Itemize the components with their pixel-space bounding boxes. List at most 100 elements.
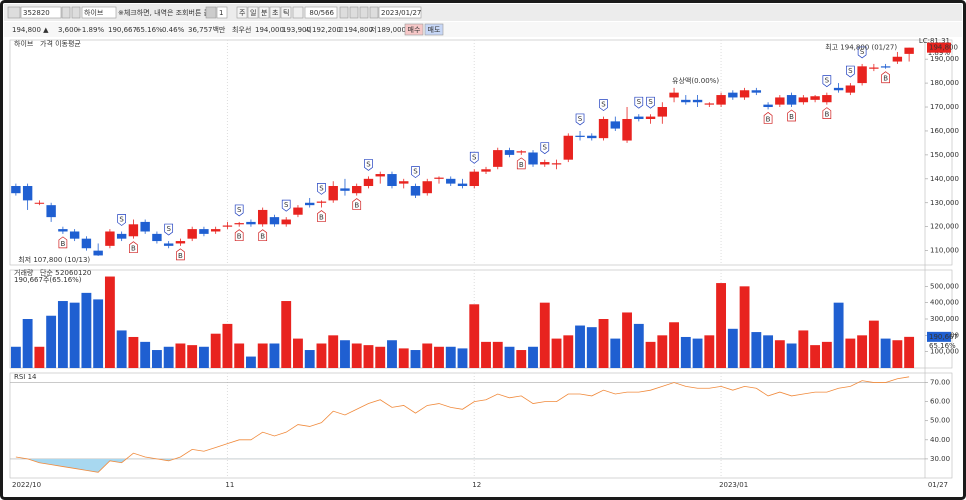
buy-signal-label: B (178, 252, 183, 260)
y-tick-label: 40.00 (930, 436, 950, 444)
candle-body (728, 92, 738, 98)
candle-body (739, 90, 750, 98)
buy-button[interactable] (404, 23, 424, 36)
candle-body (457, 183, 468, 187)
quote-rate: +1.89% (76, 26, 104, 34)
search-button[interactable] (61, 6, 71, 19)
sell-signal (364, 159, 373, 171)
sell-signal-label: S (319, 184, 324, 192)
tool-icon[interactable] (359, 6, 369, 19)
sell-signal (634, 96, 644, 109)
rsi-legend: RSI 14 (14, 373, 37, 381)
quote-high: 194,800 (344, 26, 373, 34)
candle-body (610, 121, 620, 129)
candle-body (681, 99, 691, 103)
sell-signal-label: S (413, 168, 418, 176)
toggle-button[interactable] (205, 6, 217, 19)
volume-bar (774, 340, 785, 368)
buy-signal-label: B (824, 111, 829, 119)
y-tick-label: 170,000 (930, 103, 959, 111)
count-box[interactable] (216, 6, 228, 19)
y-tick-label: 130,000 (930, 199, 959, 207)
candle-body (375, 174, 385, 177)
y-tick-label: 150,000 (930, 151, 959, 159)
volume-bar (222, 323, 233, 368)
volume-bar (269, 343, 280, 368)
date-box[interactable] (378, 6, 422, 19)
candle-body (763, 104, 773, 108)
candle-body (704, 103, 715, 105)
menu-icon[interactable] (7, 6, 21, 19)
volume-bar (410, 350, 421, 368)
volume-bar (10, 346, 21, 368)
panel-title: 하이브 (14, 39, 34, 48)
volume-bar (57, 301, 68, 368)
period-button[interactable] (258, 6, 270, 19)
tool-icon[interactable] (339, 6, 349, 19)
x-tick-label: 12 (472, 481, 481, 489)
volume-bar (387, 340, 397, 368)
candle-body (269, 217, 280, 225)
candle-body (857, 66, 867, 84)
sell-label: 매도 (428, 26, 441, 34)
period-label: 초 (272, 9, 279, 17)
candle-body (833, 87, 844, 91)
period-button[interactable] (280, 6, 292, 19)
stock-name: 하이브 (84, 8, 104, 17)
volume-bar (457, 348, 468, 368)
sell-signal (234, 204, 244, 217)
high-annotation: 최고 194,800 (01/27) (825, 43, 897, 52)
tool-icon[interactable] (369, 6, 379, 19)
panel (9, 372, 953, 479)
candle-body (528, 152, 538, 165)
period-button[interactable] (236, 6, 248, 19)
quote-low: 189,000 (377, 26, 406, 34)
quote-price: 194,800 ▲ (12, 26, 49, 34)
last-volume-box (927, 331, 951, 342)
candle-body (293, 207, 303, 215)
tool-icon[interactable] (349, 6, 359, 19)
volume-bar (175, 343, 186, 368)
x-tick-label: 2022/10 (12, 481, 41, 489)
volume-bar (481, 341, 491, 368)
prev-button[interactable] (71, 6, 81, 19)
volume-bar (93, 299, 104, 368)
quote-best-label: 최우선 (232, 25, 251, 34)
volume-bar (363, 345, 374, 368)
sell-signal (646, 96, 655, 109)
volume-bar (328, 335, 339, 368)
buy-signal-label: B (766, 115, 771, 123)
sell-signal (846, 65, 855, 78)
spin-button[interactable] (292, 6, 304, 19)
ma-label: 60 (69, 269, 78, 277)
y-tick-label: 120,000 (930, 223, 959, 231)
y-tick-label: 300,000 (930, 315, 959, 323)
sell-signal-label: S (648, 98, 653, 106)
quote-low-label: 저 (370, 25, 376, 34)
volume-bar (340, 340, 350, 368)
x-tick-label: 11 (225, 481, 234, 489)
candle-body (105, 231, 115, 246)
y-tick-label: 70.00 (930, 379, 950, 387)
volume-bar (845, 338, 856, 368)
candle-body (422, 181, 432, 194)
volume-bar (151, 350, 162, 368)
y-tick-label: 190,000 (930, 55, 959, 63)
volume-bar (904, 336, 915, 368)
period-button[interactable] (247, 6, 259, 19)
volume-bar (257, 343, 268, 368)
sell-signal-label: S (284, 201, 289, 209)
volume-bar (610, 338, 621, 368)
sell-button[interactable] (424, 23, 444, 36)
candle-body (58, 229, 68, 232)
candle-body (622, 118, 632, 141)
candle-body (645, 116, 656, 119)
volume-bar (163, 346, 174, 368)
candle-body (810, 96, 820, 100)
quote-open-label: 시 (305, 26, 311, 34)
volume-bar (739, 286, 750, 368)
period-button[interactable] (269, 6, 281, 19)
sell-signal (317, 183, 326, 195)
code-input[interactable] (20, 6, 62, 19)
quote-change: 3,600 (58, 26, 78, 34)
